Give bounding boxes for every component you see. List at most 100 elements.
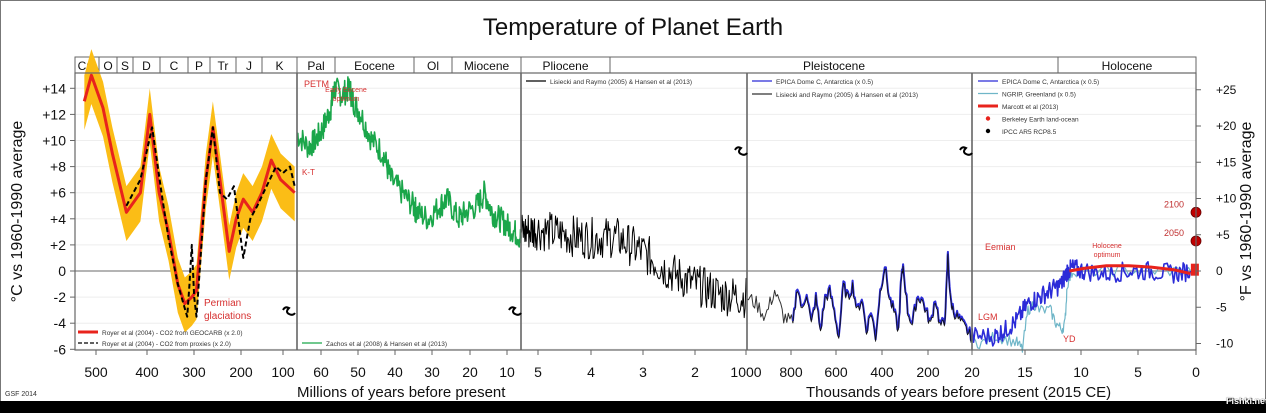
- legend-holocene-3: Berkeley Earth land-ocean: [1002, 117, 1079, 124]
- y-tick-label-left: -4: [54, 315, 67, 331]
- x-tick-label: 500: [84, 364, 108, 380]
- period-band: CmOSDCPTrJKPalEoceneOlMiocenePliocenePle…: [74, 56, 1197, 74]
- x-tick-label: 20: [964, 364, 980, 380]
- y-tick-label-left: -6: [54, 341, 67, 357]
- anno-eemian: Eemian: [985, 242, 1016, 252]
- chart: CmOSDCPTrJKPalEoceneOlMiocenePliocenePle…: [9, 49, 1255, 400]
- y-tick-label-right: 0: [1216, 264, 1223, 278]
- x-tick-label: 400: [135, 364, 159, 380]
- y-tick-label-left: +8: [50, 159, 66, 175]
- legend-holocene-2: Marcott et al (2013): [1002, 104, 1058, 111]
- anno-lgm: LGM: [978, 312, 998, 322]
- x-tick-label: 30: [424, 364, 440, 380]
- x-tick-label: 200: [229, 364, 253, 380]
- anno-yd: YD: [1063, 334, 1076, 344]
- period-label-pal: Pal: [307, 59, 324, 73]
- x-tick-label: 300: [182, 364, 206, 380]
- x-tick-label: 800: [779, 364, 803, 380]
- series-zachos: [296, 76, 522, 248]
- annotations: 20502100PermianglaciationsPermian glacia…: [204, 79, 1184, 344]
- series-epica-holocene: [971, 259, 1192, 347]
- x-tick-label: 60: [313, 364, 329, 380]
- watermark: Fishki.net: [1226, 396, 1266, 406]
- legend-zachos: Zachos et al (2008) & Hansen et al (2013…: [326, 341, 447, 348]
- legend-epica-pleistocene: EPICA Dome C, Antarctica (x 0.5): [776, 79, 873, 86]
- anno-early-eocene: Early Eocene: [325, 87, 367, 94]
- period-label-tr: Tr: [218, 59, 229, 73]
- y-axis-label-left: °C vs 1960-1990 average: [9, 121, 26, 303]
- legend-royer-proxies: Royer et al (2004) - CO2 from proxies (x…: [102, 341, 231, 348]
- period-label-pleistocene: Pleistocene: [803, 59, 865, 73]
- x-tick-label: 3: [639, 364, 647, 380]
- x-axis-label-left: Millions of years before present: [297, 384, 506, 400]
- period-label-pliocene: Pliocene: [542, 59, 588, 73]
- y-tick-label-left: +10: [42, 133, 66, 149]
- period-label-eocene: Eocene: [354, 59, 395, 73]
- y-tick-label-left: -2: [54, 289, 67, 305]
- period-label-o: O: [103, 59, 112, 73]
- x-tick-label: 100: [271, 364, 295, 380]
- bottom-bar: [0, 401, 1266, 413]
- y-tick-label-right: +20: [1216, 119, 1237, 133]
- legend-royer-geocarb: Royer et al (2004) - CO2 from GEOCARB (x…: [102, 330, 243, 337]
- series-lisiecki-pleistocene: [746, 289, 794, 324]
- chart-title: Temperature of Planet Earth: [482, 14, 784, 41]
- x-axis-label-right: Thousands of years before present (2015 …: [806, 384, 1111, 400]
- series-royer-proxies: [125, 126, 296, 318]
- x-tick-label: 40: [387, 364, 403, 380]
- y-tick-label-right: +5: [1216, 228, 1230, 242]
- y-tick-label-left: +4: [50, 211, 66, 227]
- axis-break-icon: [734, 146, 748, 156]
- anno-holocene: Holocene: [1092, 243, 1122, 250]
- x-tick-label: 600: [824, 364, 848, 380]
- y-tick-label-right: +10: [1216, 192, 1237, 206]
- y-tick-label-right: +15: [1216, 155, 1237, 169]
- y-tick-label-left: +14: [42, 80, 66, 96]
- x-tick-label: 5: [534, 364, 542, 380]
- anno-glaciations: glaciations: [204, 311, 251, 322]
- series-layer: [82, 49, 1202, 353]
- legend-holocene-0: EPICA Dome C, Antarctica (x 0.5): [1002, 79, 1099, 86]
- x-tick-label: 200: [916, 364, 940, 380]
- uncertainty-band: [84, 49, 295, 333]
- x-tick-label: 50: [350, 364, 366, 380]
- x-tick-label: 15: [1017, 364, 1033, 380]
- x-tick-label: 1000: [730, 364, 761, 380]
- axis-break-icon: [508, 306, 522, 316]
- period-label-d: D: [142, 59, 151, 73]
- label-2100: 2100: [1164, 199, 1184, 209]
- y-axis-label-right: °F vs 1960-1990 average: [1238, 121, 1255, 301]
- legend-holocene-3-swatch: [985, 116, 991, 121]
- credit-label: GSF 2014: [5, 391, 37, 398]
- period-label-miocene: Miocene: [464, 59, 510, 73]
- legend-lisiecki-pliocene: Lisiecki and Raymo (2005) & Hansen et al…: [550, 79, 692, 86]
- y-tick-label-right: -5: [1216, 300, 1227, 314]
- plot-frame: [74, 72, 1197, 351]
- legend-lisiecki-pleistocene: Lisiecki and Raymo (2005) & Hansen et al…: [776, 92, 918, 99]
- period-label-ol: Ol: [427, 59, 439, 73]
- legend-holocene-4-swatch: [985, 128, 991, 134]
- x-tick-label: 400: [870, 364, 894, 380]
- period-label-p: P: [195, 59, 203, 73]
- y-tick-label-left: +6: [50, 185, 66, 201]
- legend-holocene-1: NGRIP, Greenland (x 0.5): [1002, 92, 1076, 99]
- x-tick-label: 0: [1192, 364, 1200, 380]
- series-lisiecki-pliocene: [520, 211, 748, 319]
- anno-permian: Permian: [204, 298, 241, 309]
- y-tick-label-left: +2: [50, 237, 66, 253]
- axis-break-icon: [959, 146, 973, 156]
- series-marcott: [1069, 264, 1191, 276]
- gridlines: [75, 87, 1196, 350]
- legend-holocene-4: IPCC AR5 RCP8.5: [1002, 129, 1057, 136]
- anno-kt: K-T: [302, 168, 315, 177]
- period-band-box: [74, 56, 1197, 74]
- panel-frames: [74, 72, 1197, 351]
- anno-holocene-optimum: optimum: [1094, 252, 1121, 259]
- y-tick-label-left: 0: [58, 263, 66, 279]
- period-label-c: C: [170, 59, 179, 73]
- x-tick-label: 10: [1073, 364, 1089, 380]
- legends: Royer et al (2004) - CO2 from GEOCARB (x…: [78, 79, 1099, 348]
- period-label-k: K: [275, 59, 283, 73]
- period-label-j: J: [246, 59, 252, 73]
- period-label-holocene: Holocene: [1102, 59, 1153, 73]
